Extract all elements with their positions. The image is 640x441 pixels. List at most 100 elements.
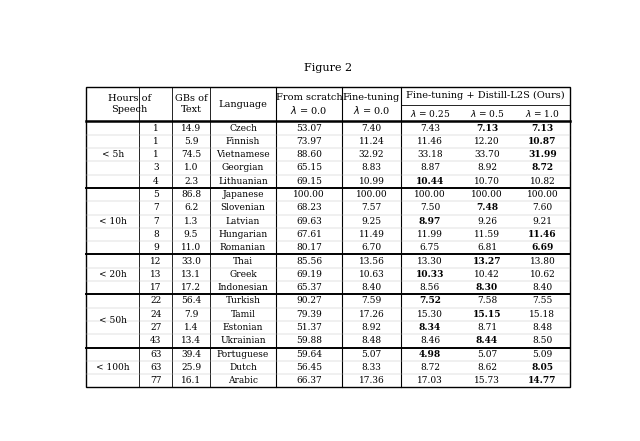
Text: < 5h: < 5h — [102, 150, 124, 159]
Text: 11.24: 11.24 — [358, 137, 384, 146]
Text: Indonesian: Indonesian — [218, 283, 268, 292]
Text: Ukrainian: Ukrainian — [220, 336, 266, 345]
Text: 56.45: 56.45 — [296, 363, 322, 372]
Text: 7: 7 — [153, 203, 159, 213]
Text: 7.13: 7.13 — [531, 123, 554, 133]
Text: 74.5: 74.5 — [181, 150, 201, 159]
Text: 7.57: 7.57 — [362, 203, 381, 213]
Text: Japanese: Japanese — [222, 190, 264, 199]
Text: < 10h: < 10h — [99, 217, 127, 226]
Text: 4.98: 4.98 — [419, 350, 441, 359]
Text: 24: 24 — [150, 310, 161, 319]
Text: 10.87: 10.87 — [528, 137, 557, 146]
Text: 1.0: 1.0 — [184, 164, 198, 172]
Text: $\lambda$ = 0.5: $\lambda$ = 0.5 — [470, 108, 504, 119]
Text: 51.37: 51.37 — [296, 323, 322, 332]
Text: 79.39: 79.39 — [296, 310, 322, 319]
Text: Georgian: Georgian — [222, 164, 264, 172]
Text: 3: 3 — [153, 164, 159, 172]
Text: 8.92: 8.92 — [362, 323, 381, 332]
Text: Dutch: Dutch — [229, 363, 257, 372]
Text: 8.72: 8.72 — [420, 363, 440, 372]
Text: 8.05: 8.05 — [531, 363, 554, 372]
Text: 7.59: 7.59 — [362, 296, 381, 306]
Text: 8.92: 8.92 — [477, 164, 497, 172]
Text: 33.0: 33.0 — [181, 257, 201, 265]
Text: 5.9: 5.9 — [184, 137, 198, 146]
Text: GBs of
Text: GBs of Text — [175, 94, 207, 114]
Text: 8.71: 8.71 — [477, 323, 497, 332]
Text: 10.63: 10.63 — [358, 270, 384, 279]
Text: 13.27: 13.27 — [473, 257, 501, 265]
Text: 13.1: 13.1 — [181, 270, 201, 279]
Text: 8.34: 8.34 — [419, 323, 441, 332]
Text: Vietnamese: Vietnamese — [216, 150, 270, 159]
Text: 25.9: 25.9 — [181, 363, 201, 372]
Text: 65.15: 65.15 — [296, 164, 322, 172]
Text: < 20h: < 20h — [99, 270, 127, 279]
Text: 8.72: 8.72 — [531, 164, 554, 172]
Text: Greek: Greek — [229, 270, 257, 279]
Text: $\lambda$ = 0.25: $\lambda$ = 0.25 — [410, 108, 450, 119]
Text: 73.97: 73.97 — [296, 137, 322, 146]
Text: 4: 4 — [153, 177, 159, 186]
Text: 7: 7 — [153, 217, 159, 226]
Text: 8.30: 8.30 — [476, 283, 498, 292]
Text: Finnish: Finnish — [226, 137, 260, 146]
Text: 15.18: 15.18 — [529, 310, 556, 319]
Text: 11.59: 11.59 — [474, 230, 500, 239]
Text: 11.99: 11.99 — [417, 230, 443, 239]
Text: 11.46: 11.46 — [528, 230, 557, 239]
Text: 13.4: 13.4 — [181, 336, 201, 345]
Text: 8.48: 8.48 — [362, 336, 381, 345]
Text: 77: 77 — [150, 376, 161, 385]
Text: 12.20: 12.20 — [474, 137, 500, 146]
Text: 17.26: 17.26 — [358, 310, 384, 319]
Text: 7.48: 7.48 — [476, 203, 498, 213]
Text: 85.56: 85.56 — [296, 257, 322, 265]
Text: $\lambda$ = 1.0: $\lambda$ = 1.0 — [525, 108, 560, 119]
Text: 53.07: 53.07 — [296, 123, 322, 133]
Text: 15.15: 15.15 — [473, 310, 501, 319]
Text: 100.00: 100.00 — [356, 190, 387, 199]
Text: 9.25: 9.25 — [362, 217, 381, 226]
Text: 8.40: 8.40 — [362, 283, 381, 292]
Text: 5: 5 — [153, 190, 159, 199]
Text: 11.49: 11.49 — [358, 230, 385, 239]
Text: 8.87: 8.87 — [420, 164, 440, 172]
Text: 63: 63 — [150, 350, 161, 359]
Text: 68.23: 68.23 — [296, 203, 322, 213]
Text: 33.18: 33.18 — [417, 150, 443, 159]
Text: 7.55: 7.55 — [532, 296, 552, 306]
Text: 8.46: 8.46 — [420, 336, 440, 345]
Text: 69.15: 69.15 — [296, 177, 322, 186]
Text: 2.3: 2.3 — [184, 177, 198, 186]
Text: 17.03: 17.03 — [417, 376, 443, 385]
Text: 69.63: 69.63 — [296, 217, 322, 226]
Text: Slovenian: Slovenian — [221, 203, 266, 213]
Text: 6.75: 6.75 — [420, 243, 440, 252]
Text: 8.97: 8.97 — [419, 217, 441, 226]
Text: 6.69: 6.69 — [531, 243, 554, 252]
Text: 56.4: 56.4 — [181, 296, 201, 306]
Text: 43: 43 — [150, 336, 161, 345]
Text: 6.70: 6.70 — [362, 243, 381, 252]
Text: 16.1: 16.1 — [181, 376, 201, 385]
Text: 7.58: 7.58 — [477, 296, 497, 306]
Text: Hungarian: Hungarian — [218, 230, 268, 239]
Text: Czech: Czech — [229, 123, 257, 133]
Text: 8.40: 8.40 — [532, 283, 552, 292]
Text: 80.17: 80.17 — [296, 243, 322, 252]
Text: 7.13: 7.13 — [476, 123, 498, 133]
Text: 66.37: 66.37 — [296, 376, 322, 385]
Text: 8.48: 8.48 — [532, 323, 552, 332]
Text: 5.07: 5.07 — [362, 350, 381, 359]
Text: 8.83: 8.83 — [362, 164, 381, 172]
Text: 13: 13 — [150, 270, 161, 279]
Text: 14.9: 14.9 — [181, 123, 201, 133]
Text: 13.30: 13.30 — [417, 257, 443, 265]
Text: 10.82: 10.82 — [529, 177, 556, 186]
Text: 8.56: 8.56 — [420, 283, 440, 292]
Text: 10.42: 10.42 — [474, 270, 500, 279]
Text: 100.00: 100.00 — [471, 190, 503, 199]
